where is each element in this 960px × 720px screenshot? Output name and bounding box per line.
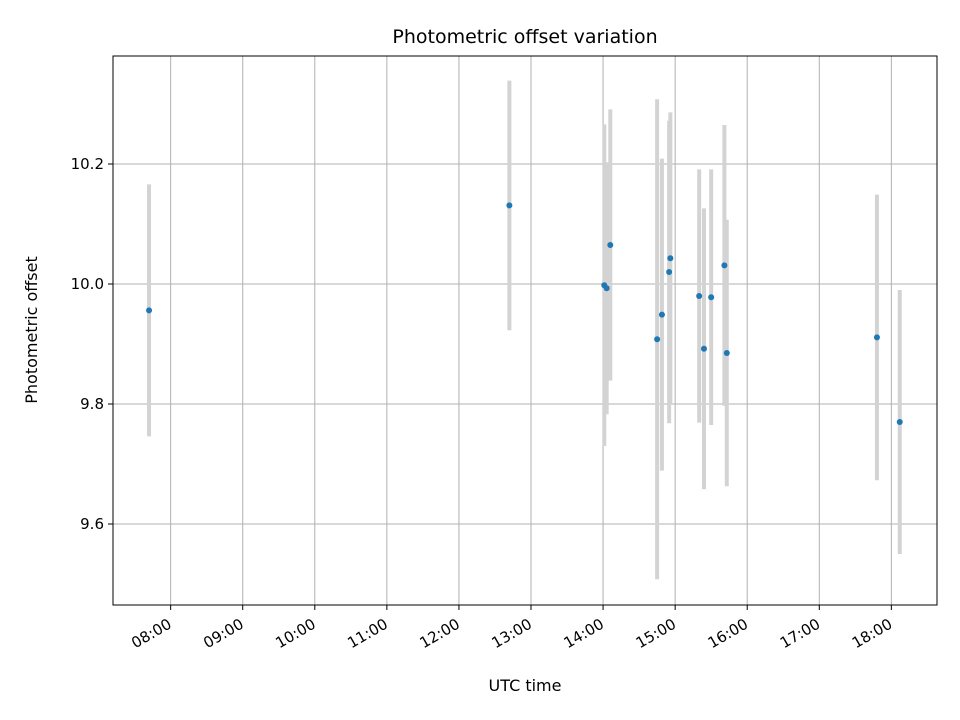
data-points (146, 202, 903, 425)
data-point (896, 419, 903, 425)
x-axis-label: UTC time (489, 676, 562, 695)
x-tick-label: 11:00 (344, 615, 390, 652)
x-tick-label: 18:00 (849, 615, 895, 652)
y-axis-ticks: 9.6 9.8 10.0 10.2 (71, 155, 113, 533)
data-point (607, 242, 614, 248)
x-tick-label: 13:00 (489, 615, 535, 652)
data-point (654, 336, 661, 343)
data-point (721, 262, 728, 269)
x-tick-label: 15:00 (633, 615, 679, 652)
y-axis-label: Photometric offset (22, 256, 41, 404)
x-tick-label: 09:00 (200, 615, 246, 652)
plot-area (113, 56, 937, 605)
x-tick-label: 14:00 (561, 615, 607, 652)
x-tick-label: 16:00 (705, 615, 751, 652)
y-tick-label: 9.8 (80, 395, 104, 413)
plot-frame (112, 55, 938, 606)
data-point (667, 255, 674, 262)
x-tick-label: 17:00 (777, 615, 823, 652)
data-point (700, 345, 707, 352)
y-tick-label: 9.6 (80, 515, 104, 533)
data-point (146, 307, 153, 314)
data-point (658, 311, 665, 318)
data-point (708, 294, 715, 301)
x-tick-label: 08:00 (128, 615, 174, 652)
chart-title: Photometric offset variation (392, 26, 657, 48)
data-point (506, 202, 513, 209)
grid-lines (113, 56, 937, 605)
y-tick-label: 10.0 (71, 275, 104, 293)
x-axis-ticks: 08:00 09:00 10:00 11:00 12:00 13:00 14:00 15:00… (128, 605, 895, 652)
data-point (873, 334, 880, 341)
data-point (696, 293, 703, 299)
data-point (723, 350, 730, 356)
data-point (603, 285, 610, 292)
x-tick-label: 10:00 (272, 615, 318, 652)
x-tick-label: 12:00 (416, 615, 462, 652)
data-point (666, 269, 673, 275)
y-tick-label: 10.2 (71, 155, 104, 173)
